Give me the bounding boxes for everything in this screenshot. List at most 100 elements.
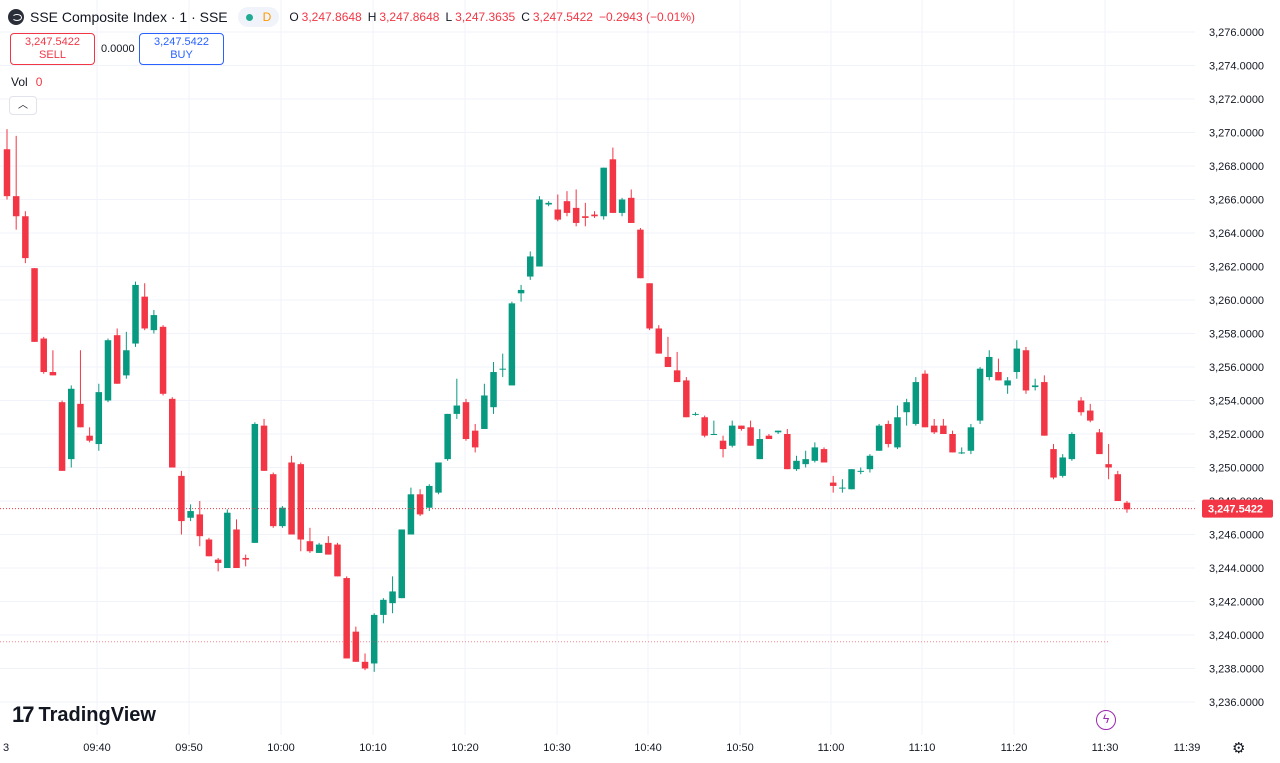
candle-body <box>967 427 975 451</box>
candle-body <box>86 435 93 441</box>
candle <box>894 405 901 450</box>
candle-body <box>949 434 956 453</box>
candle-body <box>1059 457 1066 476</box>
candle-body <box>444 413 451 460</box>
candle-body <box>811 447 819 461</box>
market-status-pill[interactable]: D <box>237 7 280 27</box>
buy-label: BUY <box>170 49 193 61</box>
candle <box>536 196 543 267</box>
candle <box>86 427 93 443</box>
candle <box>407 487 415 535</box>
candle <box>1114 470 1122 501</box>
time-tick-label: 10:50 <box>726 742 754 754</box>
candle <box>1050 444 1057 480</box>
candle <box>829 475 837 493</box>
volume-legend[interactable]: Vol 0 <box>11 75 42 89</box>
candle <box>609 147 617 213</box>
sell-button[interactable]: 3,247.5422 SELL <box>10 33 95 65</box>
candle-body <box>352 631 360 662</box>
candle-body <box>297 464 305 540</box>
candle <box>802 450 809 468</box>
candle-body <box>389 591 396 604</box>
candle-body <box>600 167 607 217</box>
symbol-title[interactable]: SSE Composite Index · 1 · SSE <box>30 9 228 25</box>
sell-label: SELL <box>39 49 66 61</box>
candle-body <box>168 398 176 468</box>
candle <box>389 576 396 614</box>
time-tick-label: 11:10 <box>909 742 936 754</box>
buy-button[interactable]: 3,247.5422 BUY <box>139 33 224 65</box>
candle-body <box>857 470 864 472</box>
candle-body <box>214 559 222 563</box>
candle <box>123 331 130 379</box>
candle <box>848 469 855 490</box>
candle <box>22 211 29 264</box>
candle <box>1123 501 1131 513</box>
candle <box>361 653 369 671</box>
candle-body <box>627 197 635 223</box>
lightning-icon[interactable]: ϟ <box>1096 710 1116 730</box>
candle-body <box>49 372 57 376</box>
candle-body <box>251 423 259 543</box>
candle-body <box>68 388 75 460</box>
candle-body <box>224 512 231 568</box>
volume-label: Vol <box>11 75 28 89</box>
candle <box>499 353 506 378</box>
candle-body <box>940 425 947 434</box>
time-tick-label: 10:00 <box>267 742 295 754</box>
time-tick-label: 10:20 <box>451 742 479 754</box>
candle-body <box>738 425 745 429</box>
candle-body <box>315 544 323 553</box>
candle-body <box>325 542 332 555</box>
chevron-up-icon[interactable]: ︿ <box>9 96 37 115</box>
candle <box>343 576 350 659</box>
candle-body <box>637 229 644 279</box>
volume-value: 0 <box>35 75 43 89</box>
candle-body <box>269 474 277 527</box>
candle-body <box>728 425 736 446</box>
candle-body <box>839 487 846 489</box>
candle <box>591 211 598 218</box>
candle-body <box>306 541 314 552</box>
candle-body <box>1031 385 1039 388</box>
time-tick-label: 10:30 <box>543 742 571 754</box>
candle-body <box>958 452 965 454</box>
candle <box>572 189 580 227</box>
candle <box>306 527 314 553</box>
spread-value: 0.0000 <box>101 43 135 55</box>
price-tick-label: 3,254.0000 <box>1209 396 1264 408</box>
candle-body <box>802 459 809 465</box>
candle-body <box>1123 502 1131 510</box>
candle <box>655 325 663 354</box>
candle-body <box>471 430 479 448</box>
candle <box>673 351 681 383</box>
candle <box>315 542 323 553</box>
candle-body <box>1022 350 1030 391</box>
candle-body <box>710 434 718 435</box>
current-price-label: 3,247.5422 <box>1202 499 1273 518</box>
candle <box>563 191 571 217</box>
gear-icon[interactable]: ⚙ <box>1232 740 1246 757</box>
candle-body <box>370 614 378 664</box>
candle-body <box>178 475 185 522</box>
candle <box>949 430 956 453</box>
candle <box>1068 432 1076 461</box>
candle <box>839 479 846 493</box>
time-tick-label: 11:00 <box>818 742 845 754</box>
candle <box>995 358 1002 381</box>
low-value: 3,247.3635 <box>455 10 516 24</box>
candle-body <box>747 427 754 446</box>
tradingview-logo[interactable]: 17 TradingView <box>12 702 156 728</box>
candle-body <box>646 283 653 329</box>
candle-body <box>545 202 552 205</box>
candle <box>784 428 791 470</box>
candle <box>683 377 690 418</box>
candle-body <box>95 392 103 445</box>
candle <box>1041 375 1048 436</box>
price-tick-label: 3,262.0000 <box>1209 262 1264 274</box>
candle <box>150 310 158 334</box>
candle <box>664 336 672 367</box>
symbol-logo-icon[interactable] <box>8 9 24 25</box>
candle-body <box>132 284 139 344</box>
